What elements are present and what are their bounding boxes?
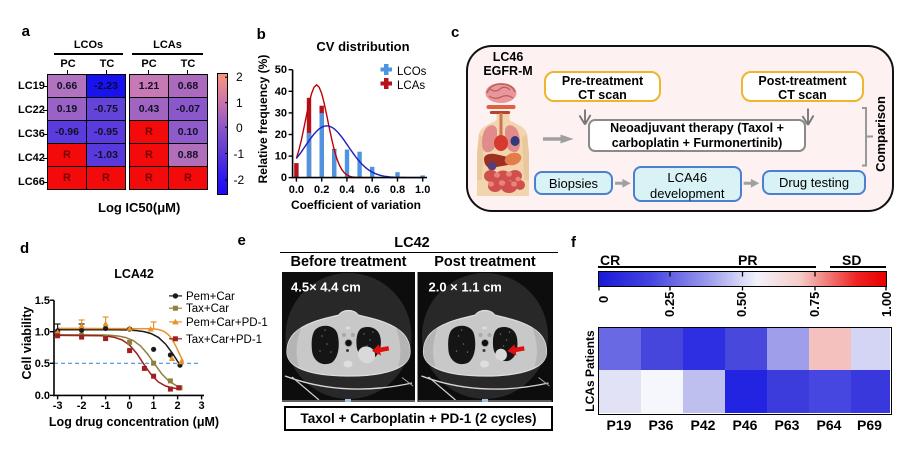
svg-text:10: 10 <box>275 151 287 163</box>
svg-text:-1: -1 <box>101 400 111 412</box>
svg-text:Pem+Car: Pem+Car <box>186 291 235 303</box>
svg-text:1.0: 1.0 <box>415 184 430 196</box>
svg-text:LCA42: LCA42 <box>114 267 154 281</box>
svg-text:LCOs: LCOs <box>397 66 427 78</box>
svg-text:-3: -3 <box>53 400 63 412</box>
svg-text:1: 1 <box>151 400 157 412</box>
svg-text:Tax+Car+PD-1: Tax+Car+PD-1 <box>186 334 262 346</box>
svg-text:Coefficient of variation: Coefficient of variation <box>291 198 421 212</box>
svg-text:1.5: 1.5 <box>35 295 50 307</box>
svg-text:LCAs: LCAs <box>397 80 425 92</box>
svg-text:50: 50 <box>275 64 287 76</box>
svg-text:Cell viability: Cell viability <box>20 306 34 379</box>
svg-text:0: 0 <box>127 400 133 412</box>
svg-text:0.2: 0.2 <box>314 184 329 196</box>
svg-text:Relative frequency (%): Relative frequency (%) <box>256 55 270 184</box>
svg-text:30: 30 <box>275 107 287 119</box>
svg-text:2: 2 <box>175 400 181 412</box>
svg-text:20: 20 <box>275 129 287 141</box>
svg-text:Log drug concentration (μM): Log drug concentration (μM) <box>49 415 219 429</box>
svg-text:Tax+Car: Tax+Car <box>186 303 229 315</box>
svg-text:0.8: 0.8 <box>390 184 405 196</box>
svg-text:-2: -2 <box>77 400 87 412</box>
svg-text:40: 40 <box>275 86 287 98</box>
svg-text:0: 0 <box>281 172 287 184</box>
svg-text:2.0 × 1.1 cm: 2.0 × 1.1 cm <box>429 280 502 295</box>
svg-text:3: 3 <box>199 400 205 412</box>
svg-text:0.6: 0.6 <box>365 184 380 196</box>
svg-text:4.5× 4.4 cm: 4.5× 4.4 cm <box>291 280 361 295</box>
svg-text:0.4: 0.4 <box>339 184 355 196</box>
svg-text:0.0: 0.0 <box>289 184 304 196</box>
svg-text:CV distribution: CV distribution <box>316 39 409 54</box>
svg-text:1.0: 1.0 <box>35 326 50 338</box>
svg-text:0.0: 0.0 <box>35 390 50 402</box>
svg-text:Pem+Car+PD-1: Pem+Car+PD-1 <box>186 317 268 329</box>
svg-text:0.5: 0.5 <box>35 358 50 370</box>
